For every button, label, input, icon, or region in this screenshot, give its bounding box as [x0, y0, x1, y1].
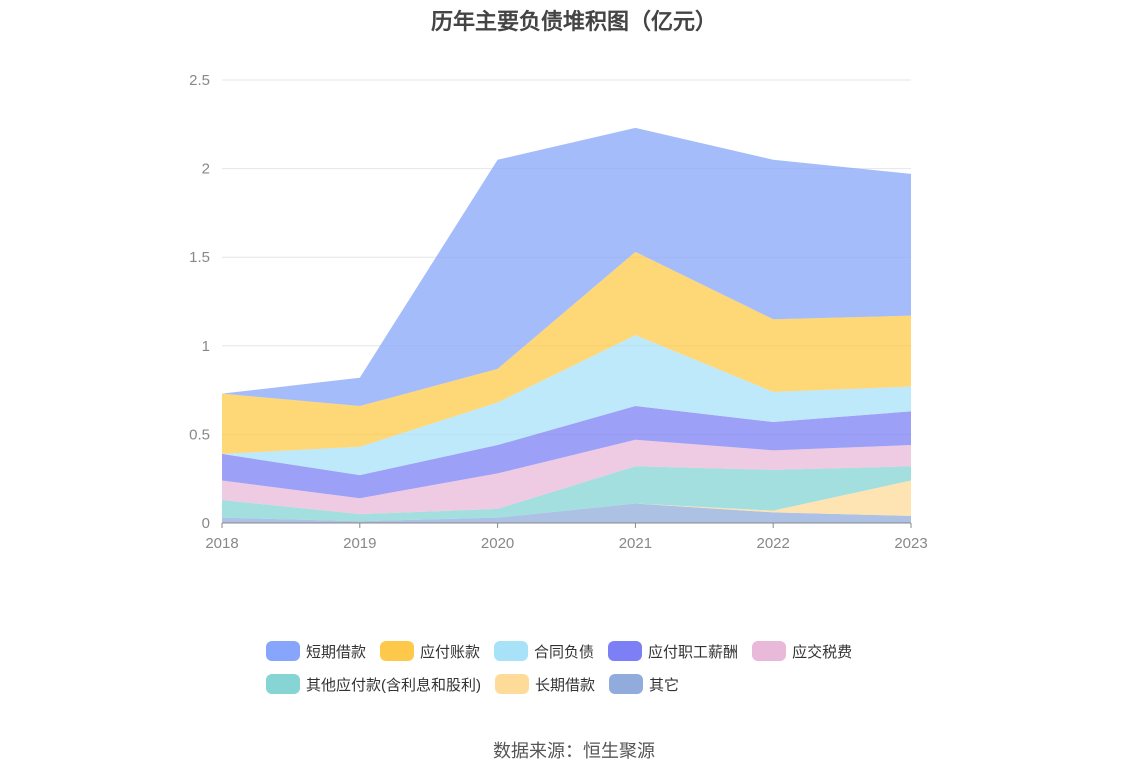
legend-item[interactable]: 其他应付款(含利息和股利): [266, 673, 481, 695]
x-tick-label: 2018: [205, 535, 238, 552]
legend-label: 应交税费: [792, 643, 853, 661]
area-series-4: [222, 406, 911, 499]
legend-item[interactable]: 长期借款: [495, 673, 595, 695]
legend-swatch: [266, 641, 300, 661]
area-series-3: [222, 439, 911, 515]
area-series-5: [222, 335, 911, 476]
x-tick-label: 2020: [481, 535, 514, 552]
source-note: 数据来源：恒生聚源: [493, 741, 655, 761]
y-tick-label: 2.5: [189, 72, 210, 89]
legend-swatch: [494, 641, 529, 661]
legend-item[interactable]: 应交税费: [752, 640, 852, 662]
chart-title: 历年主要负债堆积图（亿元）: [430, 9, 717, 34]
x-tick-label: 2021: [619, 535, 652, 552]
y-tick-label: 0.5: [189, 426, 210, 443]
legend-label: 短期借款: [306, 643, 367, 661]
legend: 短期借款 应付账款 合同负债 应付职工薪酬 应交税费其他应付款(含利息和股利) 长期借款 其…: [266, 640, 906, 695]
legend-label: 应付职工薪酬: [648, 643, 739, 661]
y-tick-label: 1.5: [189, 249, 210, 266]
area-series-0: [222, 503, 911, 523]
legend-label: 应付账款: [420, 643, 481, 661]
y-tick-label: 2: [202, 161, 210, 178]
stacked-area-chart: 0 0.5 1 1.5 2 2.5 2018 2019 2020 2021 2022 2023: [189, 72, 928, 552]
legend-item[interactable]: 其它: [609, 673, 679, 695]
legend-item[interactable]: 应付账款: [380, 640, 480, 662]
legend-swatch: [380, 641, 415, 661]
area-series-2: [222, 466, 911, 522]
legend-label: 其它: [649, 676, 680, 694]
legend-swatch: [752, 641, 787, 661]
x-tick-label: 2023: [894, 535, 927, 552]
area-series-7: [222, 127, 911, 407]
legend-label: 其他应付款(含利息和股利): [306, 676, 481, 694]
legend-item[interactable]: 短期借款: [266, 640, 366, 662]
area-series-6: [222, 251, 911, 454]
legend-swatch: [608, 641, 643, 661]
y-tick-label: 1: [202, 338, 210, 355]
legend-item[interactable]: 应付职工薪酬: [608, 640, 738, 662]
legend-label: 合同负债: [534, 643, 595, 661]
legend-label: 长期借款: [535, 676, 596, 694]
legend-swatch: [495, 674, 529, 694]
x-tick-label: 2022: [757, 535, 790, 552]
legend-item[interactable]: 合同负债: [494, 640, 594, 662]
legend-swatch: [609, 674, 644, 694]
x-tick-label: 2019: [343, 535, 376, 552]
legend-swatch: [266, 674, 300, 694]
y-tick-label: 0: [202, 515, 210, 532]
